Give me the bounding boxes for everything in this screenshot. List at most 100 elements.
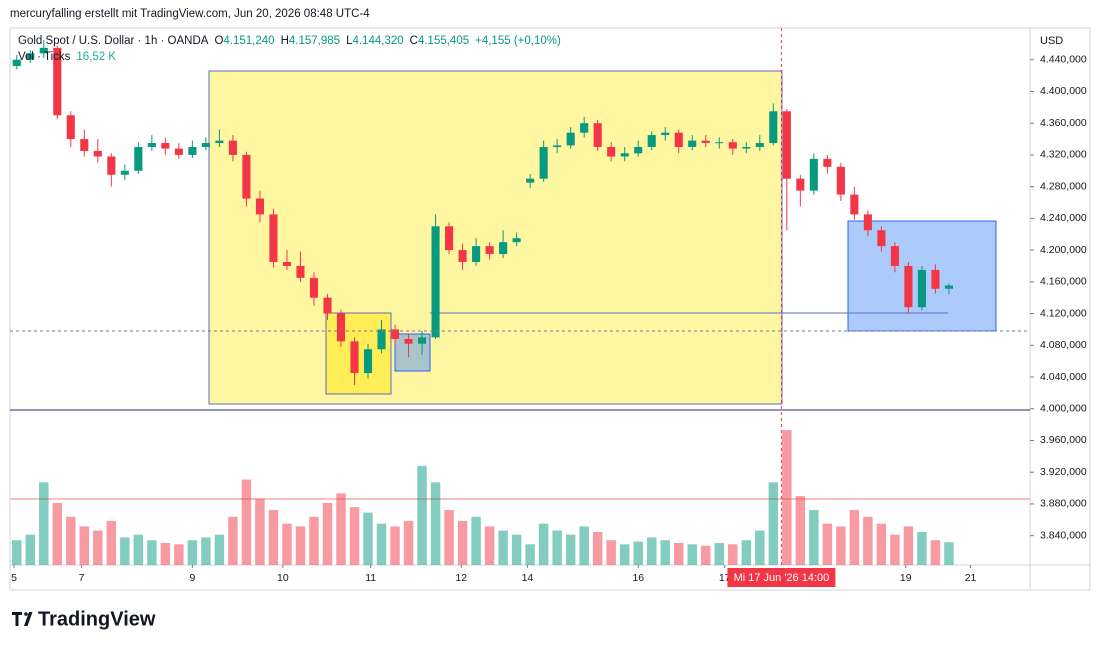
candle-body (715, 142, 724, 144)
volume-bar (201, 537, 211, 565)
volume-bar (930, 540, 941, 565)
volume-bar (660, 540, 670, 565)
volume-bar (187, 540, 198, 565)
volume-bar (619, 544, 630, 565)
candle-body (120, 170, 129, 175)
volume-bar (903, 526, 914, 565)
volume-layer (12, 430, 954, 565)
candle-body (944, 285, 953, 289)
y-tick-label: 4.400,000 (1040, 85, 1087, 97)
y-tick-label: 4.320,000 (1040, 149, 1087, 161)
candle-body (512, 238, 521, 243)
candle-body (580, 123, 589, 133)
y-tick-label: 4.000,000 (1040, 403, 1087, 415)
volume-bar (782, 430, 792, 565)
volume-bar (809, 509, 819, 565)
candle-body (850, 194, 859, 215)
candle-body (674, 132, 683, 147)
logo-dot (24, 612, 28, 616)
change: +4,155 (+0,10%) (475, 35, 561, 47)
candle-body (769, 111, 778, 144)
candle-body (431, 226, 440, 338)
ohlc-key: H (281, 35, 289, 47)
candle-body (161, 143, 170, 149)
crosshair-date: Mi 17 Jun '26 14:00 (727, 568, 836, 587)
volume-bar (390, 526, 400, 565)
symbol: Gold Spot / U.S. Dollar · 1h · OANDA (18, 35, 209, 47)
yellow-range-box[interactable] (208, 70, 783, 405)
candle-body (26, 53, 35, 60)
candle-body (823, 158, 832, 167)
ohlc-value: 4.144,320 (352, 35, 403, 47)
volume-bar (444, 509, 454, 565)
volume-name: Vol · Ticks (18, 51, 71, 63)
candle-body (634, 146, 643, 154)
legend-line: Gold Spot / U.S. Dollar · 1h · OANDA O 4.1… (18, 35, 561, 47)
volume-bar (890, 534, 900, 565)
volume-bar (944, 542, 954, 565)
y-tick-label: 3.840,000 (1040, 529, 1087, 541)
volume-bar (322, 503, 333, 565)
volume-bar (457, 520, 468, 565)
logo-mark (12, 612, 33, 626)
axis-layer: 4.440,000 4.400,000 4.360,000 4.320,000 4.28… (11, 54, 1087, 584)
y-tick-label: 4.240,000 (1040, 212, 1087, 224)
volume-bar (687, 544, 697, 565)
x-tick-label: 9 (189, 572, 195, 584)
volume-bar (295, 526, 306, 565)
candle-body (147, 143, 156, 147)
volume-bar (376, 523, 387, 565)
candle-body (215, 140, 224, 144)
volume-bar (701, 545, 711, 565)
footer-logo: TradingView (12, 608, 156, 630)
volume-bar (255, 498, 265, 565)
x-tick-label: 16 (632, 572, 644, 584)
volume-legend: Vol · Ticks 16,52 K (18, 51, 116, 63)
y-tick-label: 4.080,000 (1040, 339, 1087, 351)
candle-body (188, 146, 197, 155)
candle-body (174, 148, 183, 155)
candle-body (472, 246, 481, 262)
volume-bar (268, 509, 279, 565)
x-tick-label: 5 (11, 572, 17, 584)
candle-body (566, 132, 575, 146)
x-tick-label: 7 (79, 572, 85, 584)
candle-body (458, 250, 467, 262)
volume-bar (836, 526, 846, 565)
volume-bar (876, 523, 887, 565)
crosshair-date-text: Mi 17 Jun '26 14:00 (734, 572, 830, 584)
candle-body (499, 242, 508, 255)
volume-bar (25, 534, 35, 565)
candle-layer (12, 39, 953, 385)
volume-last: 16,52 K (76, 51, 116, 63)
candle-body (296, 265, 305, 278)
candle-body (201, 143, 210, 147)
ohlc-key: C (410, 35, 418, 47)
ohlc-key: O (214, 35, 223, 47)
y-tick-label: 4.120,000 (1040, 307, 1087, 319)
candle-body (134, 146, 143, 171)
volume-bar (498, 530, 508, 565)
volume-bar (633, 541, 643, 565)
candle-body (836, 166, 845, 195)
ohlc-value: 4.155,405 (418, 35, 469, 47)
volume-bar (403, 520, 414, 565)
x-tick-label: 14 (522, 572, 534, 584)
volume-bar (417, 465, 427, 565)
candle-body (485, 246, 494, 255)
volume-bar (93, 530, 103, 565)
candle-body (890, 246, 899, 266)
x-tick-label: 17 (719, 572, 731, 584)
candle-body (390, 329, 400, 339)
y-tick-label: 3.880,000 (1040, 498, 1087, 510)
candle-body (107, 156, 116, 175)
candle-body (931, 269, 940, 289)
volume-bar (592, 531, 603, 565)
candle-body (863, 214, 872, 231)
volume-bar (79, 526, 90, 565)
candle-body (418, 337, 427, 344)
volume-bar (728, 544, 738, 565)
candle-body (336, 313, 346, 342)
ohlc-value: 4.157,985 (289, 35, 340, 47)
